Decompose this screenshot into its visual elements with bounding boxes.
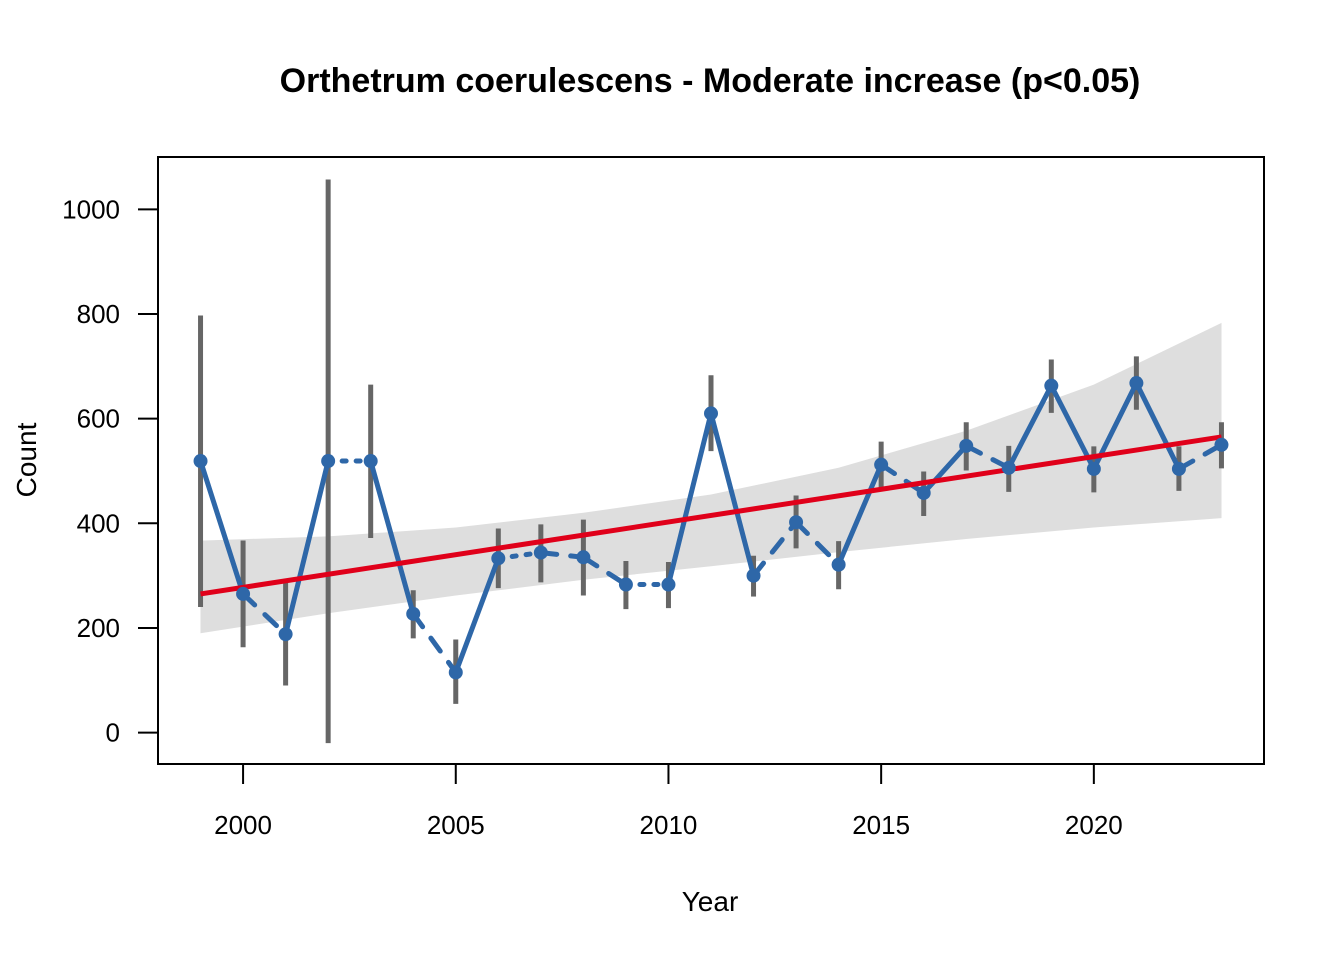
data-point	[1044, 378, 1059, 393]
confidence-band	[200, 322, 1222, 634]
data-point	[874, 457, 889, 472]
index-line-segment	[836, 462, 884, 568]
data-point	[321, 454, 336, 469]
data-point	[704, 406, 718, 421]
data-point	[959, 438, 974, 453]
data-point	[618, 577, 633, 592]
index-line-segment	[1133, 380, 1182, 472]
index-line-segment	[793, 519, 842, 568]
index-line-segment	[963, 443, 1012, 471]
data-point	[746, 568, 761, 583]
x-tick-label: 2010	[640, 810, 698, 840]
data-point	[576, 550, 591, 565]
y-tick-label: 200	[77, 613, 120, 643]
data-point	[533, 545, 548, 560]
y-tick-label: 800	[77, 299, 120, 329]
data-point	[491, 551, 506, 566]
plot-area	[193, 179, 1229, 744]
chart-title: Orthetrum coerulescens - Moderate increa…	[280, 62, 1141, 100]
data-point	[1171, 461, 1186, 476]
index-line-segment	[453, 555, 501, 675]
x-tick-label: 2020	[1065, 810, 1123, 840]
index-line-segment	[368, 458, 416, 617]
index-line-segment	[708, 410, 757, 579]
index-line-segment	[198, 458, 246, 597]
data-point	[1214, 437, 1229, 452]
data-point	[363, 454, 378, 469]
index-line-segment	[1048, 383, 1097, 472]
index-line-segment	[751, 519, 799, 579]
data-point	[448, 665, 463, 680]
y-tick-label: 400	[77, 508, 120, 538]
index-line-segment	[240, 591, 289, 637]
index-line-segment	[878, 462, 927, 496]
x-axis-label: Year	[682, 886, 739, 917]
y-axis-label: Count	[11, 422, 42, 497]
trend-line	[200, 434, 1222, 597]
data-point	[236, 586, 251, 601]
data-point	[916, 485, 931, 500]
y-tick-label: 0	[106, 718, 120, 748]
data-point	[406, 606, 421, 621]
index-line-segment	[1176, 442, 1224, 472]
data-point	[278, 627, 293, 642]
index-line-segment	[665, 410, 714, 588]
index-line-segment	[1006, 383, 1054, 471]
x-tick-label: 2015	[852, 810, 910, 840]
index-line-segment	[921, 443, 969, 496]
index-line-segment	[283, 458, 331, 637]
data-point	[193, 454, 208, 469]
x-tick-label: 2005	[427, 810, 485, 840]
data-point	[1086, 461, 1101, 476]
data-point	[1001, 460, 1016, 475]
index-line-segment	[410, 611, 459, 675]
data-point	[789, 515, 804, 530]
data-point	[661, 577, 676, 592]
y-tick-label: 1000	[62, 194, 120, 224]
data-point	[1129, 376, 1144, 391]
index-line-segment	[580, 554, 629, 588]
y-tick-label: 600	[77, 404, 120, 434]
x-tick-label: 2000	[214, 810, 272, 840]
index-line-segment	[538, 550, 586, 560]
data-point	[831, 557, 846, 572]
